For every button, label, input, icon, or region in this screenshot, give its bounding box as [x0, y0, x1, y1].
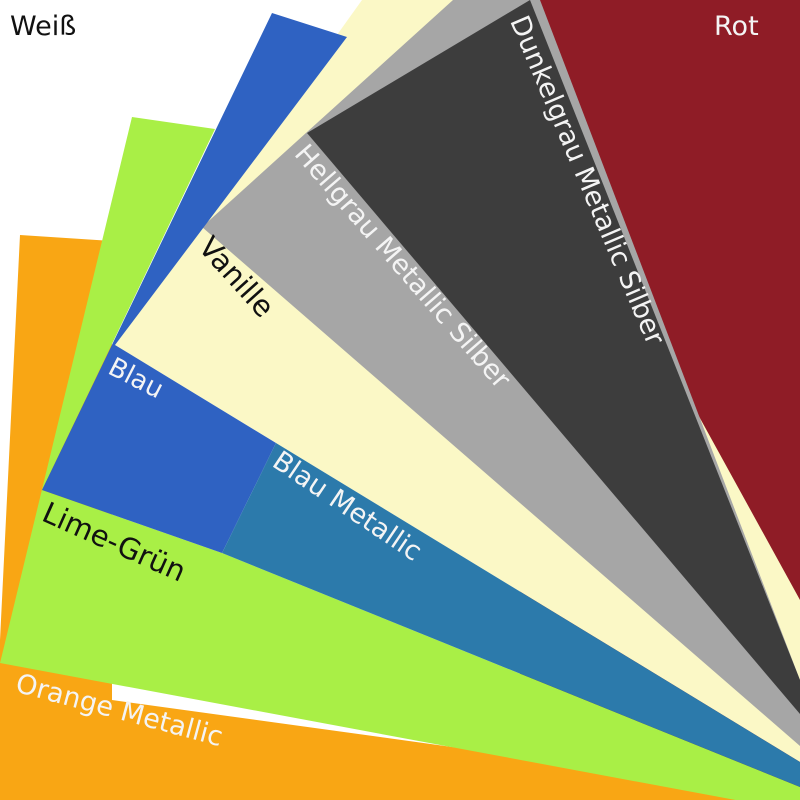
sheet-orange-metallic [0, 235, 800, 800]
sheet-dunkelgrau [307, 0, 800, 714]
sheet-hellgrau [202, 0, 800, 746]
label-rot: Rot [714, 11, 759, 42]
sheet-lime-gruen [0, 117, 800, 800]
label-weiss: Weiß [10, 11, 77, 42]
sheet-blau-metallic [222, 443, 800, 787]
sheet-blau [42, 13, 347, 553]
